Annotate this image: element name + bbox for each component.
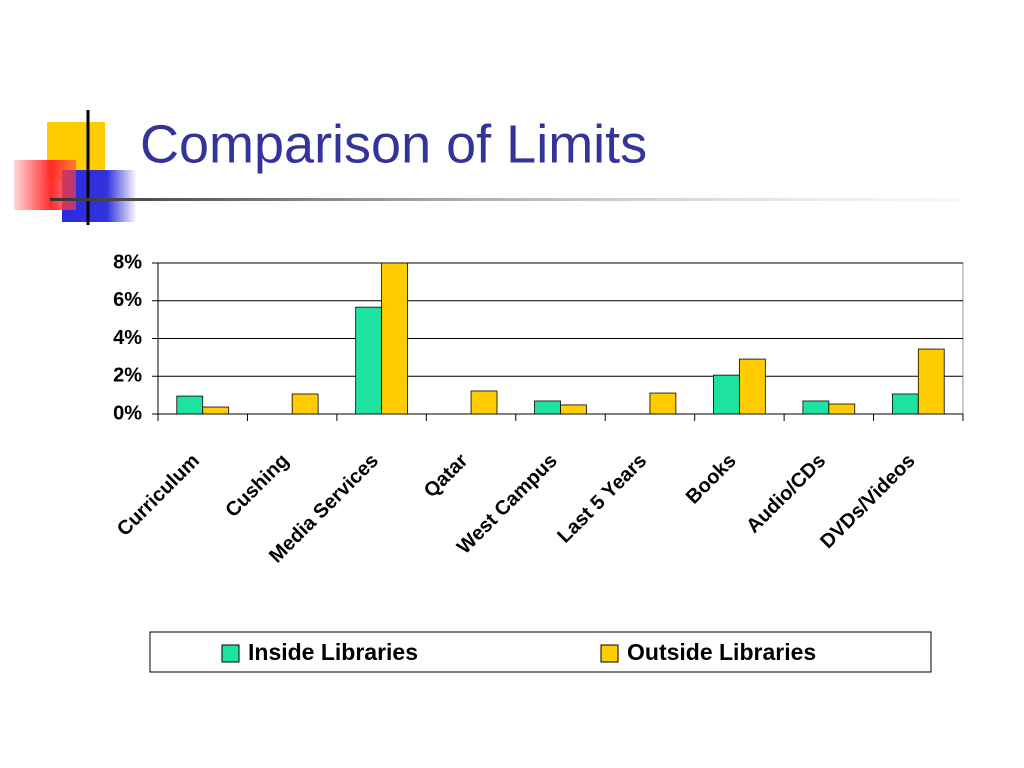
x-tick-label: Cushing [221, 450, 293, 522]
x-tick-label: Last 5 Years [553, 450, 651, 548]
bar [560, 404, 587, 415]
deco-hline [50, 198, 960, 201]
y-tick-label: 6% [113, 289, 142, 311]
bar [649, 392, 677, 415]
y-tick-label: 4% [113, 327, 142, 349]
bar [291, 393, 319, 415]
x-tick-label: Books [682, 450, 741, 509]
bar [738, 358, 766, 415]
x-tick-label: Curriculum [113, 450, 204, 541]
bar [828, 403, 856, 415]
bar [534, 400, 561, 415]
y-tick-label: 8% [113, 251, 142, 273]
bar [202, 406, 230, 415]
slide-title: Comparison of Limits [140, 114, 647, 174]
deco-red [14, 160, 76, 210]
x-tick-label: Audio/CDs [742, 450, 830, 538]
legend-box [149, 631, 932, 673]
bar [355, 306, 383, 415]
bar [176, 395, 204, 415]
bar [713, 374, 740, 415]
bar [917, 348, 945, 415]
bar [891, 393, 919, 415]
y-tick-label: 2% [113, 365, 142, 387]
x-tick-label: Qatar [420, 450, 473, 503]
bar [802, 400, 830, 415]
x-tick-label: DVDs/Videos [816, 450, 919, 553]
legend-label: Outside Libraries [627, 639, 816, 665]
bar [381, 262, 408, 415]
legend-swatch [221, 644, 240, 663]
y-tick-label: 0% [113, 402, 142, 424]
legend-label: Inside Libraries [248, 639, 418, 665]
decoration [14, 110, 960, 225]
bar [470, 390, 498, 415]
legend-swatch [600, 644, 619, 663]
